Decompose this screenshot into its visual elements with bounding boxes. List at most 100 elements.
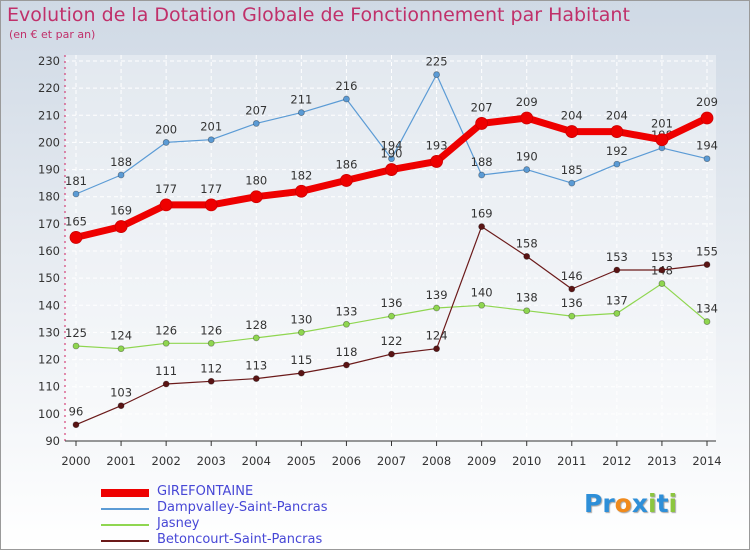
data-point-dampvalley-saint-pancras [117, 171, 125, 179]
data-label-girefontaine: 180 [245, 174, 267, 188]
data-point-jasney [478, 301, 486, 309]
data-point-betoncourt-saint-pancras [523, 253, 531, 260]
x-tick-label: 2011 [557, 454, 586, 468]
data-label-girefontaine: 190 [381, 147, 403, 161]
proxiti-logo: Proxiti [584, 489, 678, 518]
data-point-girefontaine [475, 117, 489, 130]
x-tick-label: 2000 [61, 454, 90, 468]
data-point-dampvalley-saint-pancras [433, 71, 440, 78]
data-point-girefontaine [430, 155, 443, 168]
x-tick-label: 2010 [512, 454, 541, 468]
y-tick-label: 140 [38, 298, 60, 312]
x-tick-label: 2001 [106, 454, 135, 468]
x-tick-label: 2007 [377, 454, 406, 468]
data-label-betoncourt-saint-pancras: 118 [335, 345, 357, 359]
data-point-betoncourt-saint-pancras [207, 377, 215, 385]
legend-label: Dampvalley-Saint-Pancras [157, 500, 328, 515]
y-tick-label: 190 [38, 163, 60, 177]
data-point-jasney [343, 320, 350, 328]
data-point-girefontaine [114, 220, 128, 233]
y-tick-label: 220 [38, 81, 60, 95]
data-point-girefontaine [565, 125, 579, 138]
y-tick-label: 210 [38, 108, 60, 122]
data-label-girefontaine: 177 [155, 182, 177, 196]
data-point-dampvalley-saint-pancras [252, 120, 260, 127]
data-point-betoncourt-saint-pancras [613, 266, 621, 274]
data-point-girefontaine [294, 184, 308, 198]
data-label-jasney: 136 [381, 296, 403, 310]
data-point-dampvalley-saint-pancras [72, 190, 80, 198]
data-point-girefontaine [249, 190, 263, 204]
data-point-girefontaine [610, 125, 624, 138]
data-label-girefontaine: 177 [200, 182, 222, 196]
data-point-girefontaine [69, 231, 83, 244]
data-label-jasney: 136 [561, 296, 583, 310]
data-label-betoncourt-saint-pancras: 96 [69, 405, 84, 419]
legend-swatch [101, 508, 149, 510]
x-tick-label: 2004 [242, 454, 271, 468]
x-tick-label: 2008 [422, 454, 451, 468]
y-tick-label: 110 [38, 380, 60, 394]
data-point-jasney [703, 318, 711, 325]
data-point-jasney [568, 312, 576, 320]
data-label-dampvalley-saint-pancras: 185 [561, 163, 583, 177]
y-tick-label: 100 [38, 407, 60, 421]
data-label-betoncourt-saint-pancras: 169 [471, 207, 493, 221]
data-label-dampvalley-saint-pancras: 194 [696, 139, 718, 153]
y-tick-label: 130 [38, 325, 60, 339]
legend-swatch [101, 524, 149, 526]
data-point-girefontaine [385, 163, 398, 176]
data-point-girefontaine [700, 111, 714, 125]
y-tick-label: 120 [38, 353, 60, 367]
chart-subtitle: (en € et par an) [9, 28, 96, 41]
legend-swatch [101, 540, 149, 542]
x-tick-label: 2014 [692, 454, 721, 468]
y-tick-label: 160 [38, 244, 60, 258]
legend-swatch [101, 489, 149, 497]
data-label-betoncourt-saint-pancras: 113 [245, 359, 267, 373]
data-label-girefontaine: 209 [696, 95, 718, 109]
data-label-dampvalley-saint-pancras: 200 [155, 122, 177, 136]
data-label-girefontaine: 182 [290, 168, 312, 182]
data-point-betoncourt-saint-pancras [568, 285, 576, 293]
data-label-jasney: 133 [335, 304, 357, 318]
plot-area [65, 55, 716, 441]
legend-label: GIREFONTAINE [157, 484, 254, 499]
data-label-girefontaine: 169 [110, 204, 132, 218]
data-point-girefontaine [655, 133, 669, 147]
x-tick-label: 2002 [152, 454, 181, 468]
data-point-dampvalley-saint-pancras [568, 179, 576, 187]
data-point-jasney [252, 334, 260, 342]
data-label-dampvalley-saint-pancras: 190 [516, 150, 538, 164]
data-point-betoncourt-saint-pancras [117, 402, 125, 410]
data-point-jasney [207, 339, 215, 347]
data-label-dampvalley-saint-pancras: 211 [290, 93, 312, 107]
data-label-betoncourt-saint-pancras: 158 [516, 236, 538, 250]
data-label-betoncourt-saint-pancras: 153 [606, 250, 628, 264]
data-point-girefontaine [520, 111, 534, 125]
data-point-jasney [433, 304, 440, 312]
data-point-betoncourt-saint-pancras [343, 361, 350, 369]
data-label-girefontaine: 209 [516, 95, 538, 109]
data-label-dampvalley-saint-pancras: 216 [335, 79, 357, 93]
data-label-betoncourt-saint-pancras: 155 [696, 245, 718, 259]
data-label-jasney: 126 [200, 323, 222, 337]
data-label-jasney: 138 [516, 291, 538, 305]
y-tick-label: 180 [38, 190, 60, 204]
data-label-dampvalley-saint-pancras: 181 [65, 174, 87, 188]
y-tick-label: 230 [38, 54, 60, 68]
data-point-jasney [72, 342, 80, 350]
data-label-jasney: 139 [426, 288, 448, 302]
data-point-dampvalley-saint-pancras [613, 160, 621, 168]
data-label-girefontaine: 201 [651, 117, 673, 131]
data-point-betoncourt-saint-pancras [297, 369, 305, 377]
data-point-dampvalley-saint-pancras [207, 136, 215, 144]
data-point-betoncourt-saint-pancras [162, 380, 170, 388]
data-label-dampvalley-saint-pancras: 207 [245, 103, 267, 117]
data-label-betoncourt-saint-pancras: 111 [155, 364, 177, 378]
data-point-betoncourt-saint-pancras [252, 375, 260, 382]
data-label-jasney: 140 [471, 285, 493, 299]
data-label-betoncourt-saint-pancras: 124 [426, 329, 448, 343]
